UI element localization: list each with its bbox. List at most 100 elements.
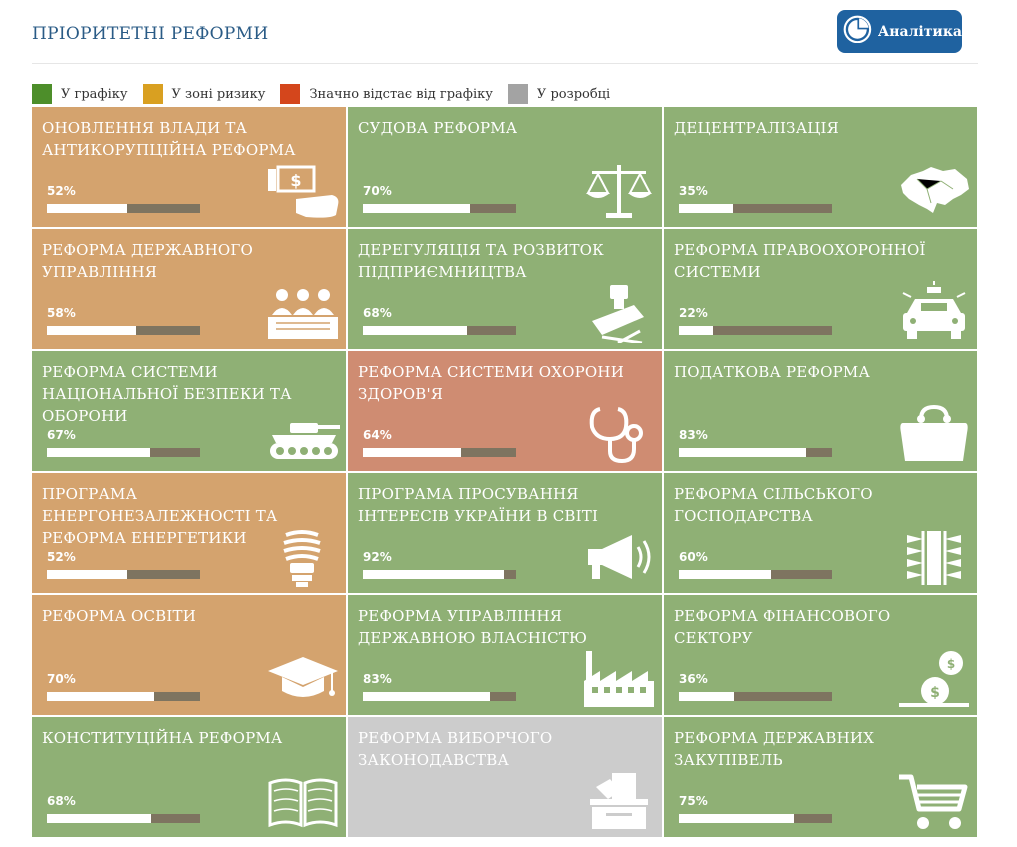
reform-percent: 70% [363, 184, 392, 198]
reform-tile-officials-desk[interactable]: Реформа державного управління 58% [32, 229, 346, 349]
reform-percent: 92% [363, 550, 392, 564]
reform-progress-bar [679, 570, 832, 579]
reform-progress-fill [47, 814, 152, 823]
shopping-cart-icon [897, 769, 971, 831]
analytics-button-label: Аналітика [877, 23, 962, 40]
reform-progress-fill [47, 326, 136, 335]
reform-progress-fill [679, 692, 735, 701]
reform-tile-stethoscope[interactable]: Реформа системи охорони здоров'я 64% [348, 351, 662, 471]
reform-progress-bar [47, 692, 200, 701]
page-title: ПРІОРИТЕТНІ РЕФОРМИ [32, 24, 269, 44]
reform-tile-ballot-box[interactable]: Реформа виборчого законодавства [348, 717, 662, 837]
reform-title: Децентралізація [674, 119, 839, 137]
megaphone-icon [582, 525, 656, 587]
reform-tile-scales[interactable]: Судова реформа 70% [348, 107, 662, 227]
reform-progress-fill [679, 448, 806, 457]
reform-tile-open-book[interactable]: Конституційна реформа 68% [32, 717, 346, 837]
reform-tile-tank[interactable]: Реформа системи національної безпеки та … [32, 351, 346, 471]
legend-label: У графіку [61, 86, 128, 102]
reform-progress-fill [679, 814, 794, 823]
reform-percent: 67% [47, 428, 76, 442]
reform-tile-bribe-hand[interactable]: Оновлення влади та антикорупційна реформ… [32, 107, 346, 227]
legend-label: У розробці [536, 86, 611, 102]
reform-percent: 35% [679, 184, 708, 198]
reform-tile-shopping-cart[interactable]: Реформа державних закупівель 75% [664, 717, 977, 837]
reform-progress-bar [679, 692, 832, 701]
reform-progress-bar [363, 570, 516, 579]
pie-chart-icon [843, 15, 872, 49]
reform-percent: 36% [679, 672, 708, 686]
reform-progress-fill [679, 326, 713, 335]
reform-progress-fill [363, 326, 468, 335]
reform-percent: 83% [679, 428, 708, 442]
reform-percent: 58% [47, 306, 76, 320]
open-book-icon [266, 769, 340, 831]
reform-percent: 75% [679, 794, 708, 808]
officials-desk-icon [266, 281, 340, 343]
svg-text:$: $ [290, 171, 301, 190]
reform-progress-bar [363, 326, 516, 335]
stamp-icon [582, 281, 656, 345]
legend-item-at-risk: У зоні ризику [142, 84, 266, 104]
factory-icon [582, 647, 656, 709]
reform-progress-bar [47, 814, 200, 823]
reform-title: Реформа сільського господарства [674, 485, 873, 525]
reform-tile-factory[interactable]: Реформа управління державною власністю 83… [348, 595, 662, 715]
reform-progress-fill [679, 204, 733, 213]
reform-progress-bar [363, 448, 516, 457]
ballot-box-icon [582, 769, 656, 831]
reform-tile-stamp[interactable]: Дерегуляція та розвиток підприємництва 68… [348, 229, 662, 349]
reform-progress-bar [363, 692, 516, 701]
legend-item-on-track: У графіку [32, 84, 128, 104]
svg-text:$: $ [930, 685, 940, 701]
legend-label: Значно відстає від графіку [309, 86, 493, 102]
reform-tile-wheat[interactable]: Реформа сільського господарства 60% [664, 473, 977, 593]
analytics-button[interactable]: Аналітика [837, 10, 962, 53]
reform-progress-bar [47, 204, 200, 213]
reform-title: Податкова реформа [674, 363, 870, 381]
legend-item-behind: Значно відстає від графіку [280, 84, 493, 104]
legend-item-in-development: У розробці [507, 84, 611, 104]
reform-percent: 52% [47, 184, 76, 198]
reform-tile-coins[interactable]: Реформа фінансового сектору 36% $ $ [664, 595, 977, 715]
reform-progress-fill [47, 692, 155, 701]
reform-title: Реформа управління державною власністю [358, 607, 588, 647]
coins-icon: $ $ [897, 647, 971, 709]
tank-icon [266, 403, 340, 465]
reform-percent: 83% [363, 672, 392, 686]
reform-tile-graduation-cap[interactable]: Реформа освіти 70% [32, 595, 346, 715]
reform-tile-purse[interactable]: Податкова реформа 83% [664, 351, 977, 471]
lightbulb-icon [266, 525, 340, 587]
legend-label: У зоні ризику [171, 86, 266, 102]
reform-percent: 68% [363, 306, 392, 320]
scales-icon [582, 159, 656, 221]
stethoscope-icon [582, 403, 656, 465]
ukraine-map-icon [897, 159, 971, 221]
reform-percent: 60% [679, 550, 708, 564]
reform-title: Реформа правоохоронної системи [674, 241, 926, 281]
reform-percent: 64% [363, 428, 392, 442]
reform-title: Реформа освіти [42, 607, 196, 625]
reform-progress-fill [363, 448, 461, 457]
legend-swatch [280, 84, 301, 104]
reform-title: Програма просування інтересів України в … [358, 485, 599, 525]
svg-text:$: $ [947, 657, 955, 671]
reform-percent: 70% [47, 672, 76, 686]
reform-progress-fill [47, 204, 127, 213]
reform-progress-fill [363, 570, 504, 579]
reform-title: Конституційна реформа [42, 729, 283, 747]
reform-title: Оновлення влади та антикорупційна реформ… [42, 119, 296, 159]
reform-progress-fill [363, 692, 490, 701]
reform-title: Програма енергонезалежності та реформа е… [42, 485, 278, 547]
reform-tile-lightbulb[interactable]: Програма енергонезалежності та реформа е… [32, 473, 346, 593]
reform-tile-ukraine-map[interactable]: Децентралізація 35% [664, 107, 977, 227]
reform-title: Реформа фінансового сектору [674, 607, 891, 647]
reforms-grid: Оновлення влади та антикорупційна реформ… [32, 107, 977, 838]
reform-progress-bar [47, 326, 200, 335]
bribe-hand-icon: $ [266, 159, 340, 221]
reform-progress-bar [47, 570, 200, 579]
reform-tile-police-car[interactable]: Реформа правоохоронної системи 22% [664, 229, 977, 349]
purse-icon [897, 403, 971, 465]
reform-tile-megaphone[interactable]: Програма просування інтересів України в … [348, 473, 662, 593]
reform-title: Реформа системи національної безпеки та … [42, 363, 292, 425]
